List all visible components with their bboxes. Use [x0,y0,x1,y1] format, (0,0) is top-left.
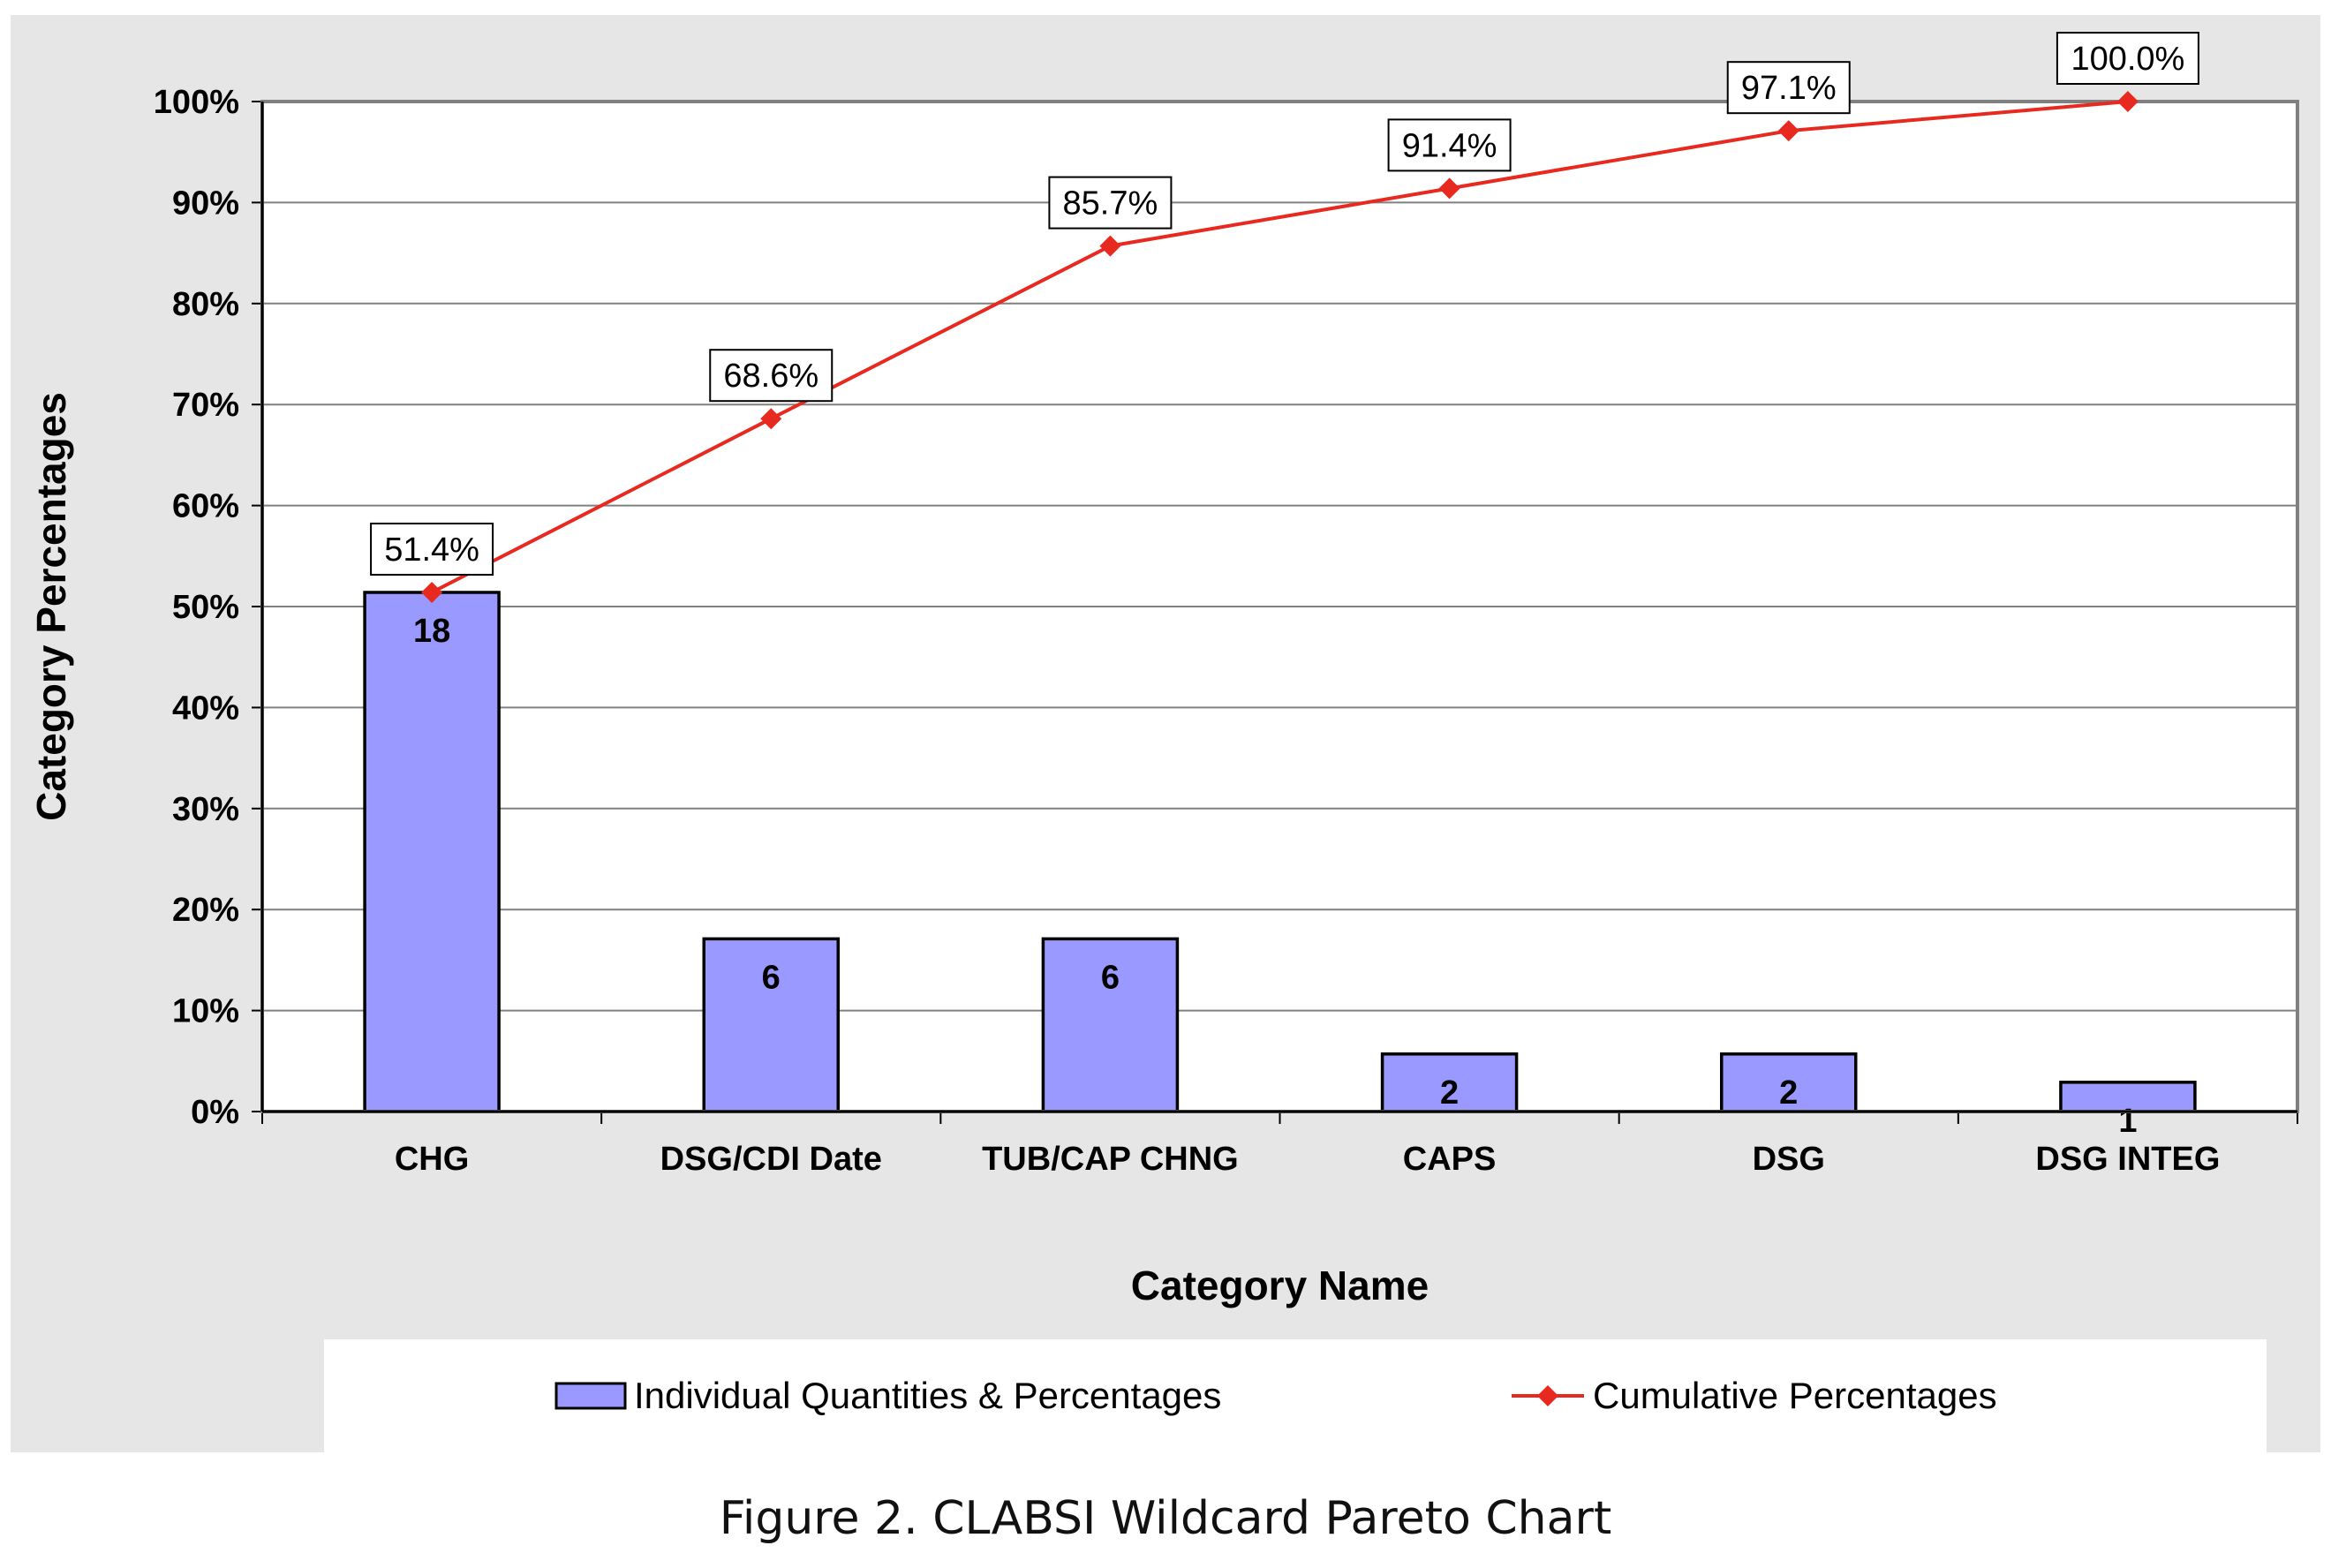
cumulative-label-box [1048,176,1173,230]
bar-1 [363,591,501,1113]
category-label: DSG [1753,1141,1825,1178]
category-label: CAPS [1403,1141,1497,1178]
cumulative-value-label: 97.1% [1741,70,1837,107]
cumulative-line [431,100,2129,594]
bar-4 [1380,1052,1519,1113]
chart-area: 0% 10% 20% 30% 40% 50% 60% 70% 80% 90% 100% 18 6 6 2 2 1… [11,15,2320,1452]
y-tick-label: 70% [172,387,239,424]
legend-label-bars: Individual Quantities & Percentages [634,1375,1221,1416]
bar-count-label: 2 [1440,1074,1459,1112]
legend-line-marker [1537,1385,1558,1406]
y-tick-label: 20% [172,892,239,929]
y-axis-title: Category Percentages [28,392,74,821]
bar-3 [1041,937,1180,1113]
y-tick-label: 80% [172,286,239,323]
bar-count-label: 6 [1101,959,1120,996]
cumulative-value-label: 91.4% [1402,127,1497,164]
legend [324,1339,2267,1452]
cumulative-label-box [2056,32,2199,85]
cumulative-label-box [370,522,494,576]
cumulative-value-label: 68.6% [723,358,818,395]
bar-6 [2059,1081,2197,1113]
category-label: TUB/CAP CHNG [982,1141,1239,1178]
bar-5 [1720,1052,1858,1113]
y-tick-label: 10% [172,993,239,1030]
figure-caption: Figure 2. CLABSI Wildcard Pareto Chart [719,1492,1612,1545]
cumulative-value-label: 85.7% [1063,185,1158,222]
cumulative-label-box [709,349,834,403]
y-tick-label: 90% [172,185,239,222]
cumulative-label-box [1726,61,1851,115]
y-tick-label: 60% [172,488,239,525]
cumulative-label-box [1387,118,1512,172]
bar-count-label: 6 [762,959,781,996]
bar-count-label: 18 [413,613,450,650]
y-tick-label: 100% [154,84,239,121]
y-tick-label: 0% [191,1094,239,1131]
category-label: CHG [395,1141,469,1178]
cumulative-point [1099,235,1121,257]
legend-bar-swatch [554,1382,627,1410]
bar-2 [702,937,840,1113]
x-axis-title: Category Name [1131,1263,1429,1308]
bar-count-label: 2 [1779,1074,1798,1112]
bar-count-label: 1 [2118,1103,2137,1140]
cumulative-value-label: 51.4% [384,531,479,569]
y-tick-label: 40% [172,690,239,727]
cumulative-point [760,408,782,430]
cumulative-value-label: 100.0% [2071,41,2184,78]
y-tick-label: 30% [172,791,239,828]
category-label: DSG/CDI Date [660,1141,882,1178]
y-tick-label: 50% [172,589,239,626]
legend-label-line: Cumulative Percentages [1593,1375,1997,1416]
cumulative-point [2116,91,2139,112]
pareto-chart: 0% 10% 20% 30% 40% 50% 60% 70% 80% 90% 100% 18 6 6 2 2 1… [28,32,2299,1452]
cumulative-point [421,581,443,603]
cumulative-point [1777,120,1799,142]
category-label: DSG INTEG [2035,1141,2220,1178]
cumulative-point [1438,177,1460,200]
